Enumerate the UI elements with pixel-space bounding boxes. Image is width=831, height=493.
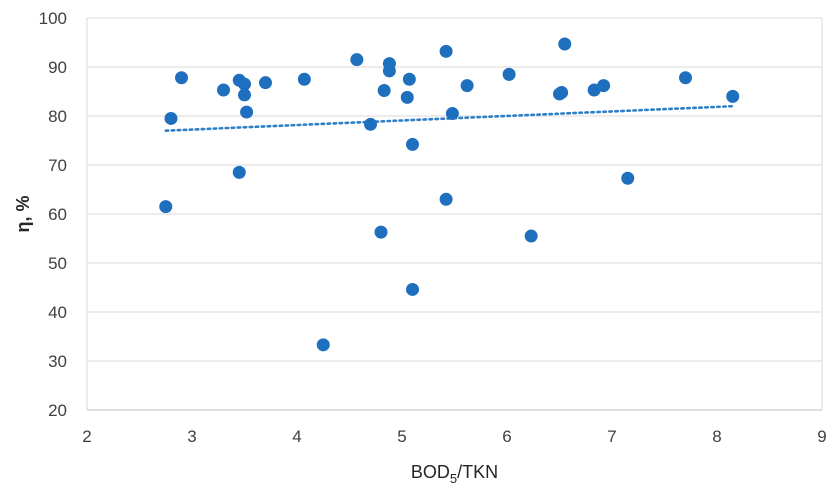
x-axis-title: BOD5/TKN (411, 462, 498, 486)
data-point-22 (439, 44, 453, 58)
x-tick-label-8: 8 (712, 427, 721, 446)
y-tick-label-40: 40 (48, 303, 67, 322)
plot-area: 2 3 4 5 6 7 8 9 20 30 40 50 60 70 80 90 100 (39, 9, 827, 446)
data-point-6 (238, 77, 251, 91)
y-tick-label-70: 70 (48, 156, 67, 175)
data-point-19 (402, 72, 416, 86)
data-point-8 (240, 105, 254, 119)
data-point-25 (460, 79, 474, 93)
data-point-13 (364, 117, 377, 131)
data-point-35 (726, 89, 740, 103)
data-point-21 (406, 282, 419, 296)
y-tick-label-60: 60 (48, 205, 67, 224)
data-point-0 (159, 200, 173, 214)
data-point-11 (316, 338, 330, 352)
y-axis-title: η, % (13, 195, 33, 232)
y-tick-label-90: 90 (48, 58, 67, 77)
data-point-17 (382, 64, 396, 78)
data-point-23 (439, 192, 453, 206)
y-tick-label-100: 100 (39, 9, 67, 28)
data-point-3 (217, 83, 230, 97)
x-tick-label-4: 4 (292, 427, 301, 446)
gridlines (86, 17, 823, 411)
x-axis-title-tail: /TKN (457, 462, 498, 482)
data-point-34 (679, 71, 692, 85)
data-points (159, 37, 740, 352)
data-point-30 (558, 37, 572, 51)
y-tick-label-30: 30 (48, 352, 67, 371)
x-tick-label-3: 3 (187, 427, 196, 446)
x-tick-label-2: 2 (82, 427, 91, 446)
data-point-27 (524, 229, 538, 243)
x-tick-label-5: 5 (397, 427, 406, 446)
x-tick-label-6: 6 (502, 427, 511, 446)
data-point-29 (555, 85, 569, 99)
data-point-24 (445, 107, 459, 121)
x-axis-title-subscript: 5 (450, 471, 457, 486)
data-point-10 (297, 72, 311, 86)
data-point-32 (597, 79, 611, 93)
data-point-9 (259, 76, 272, 90)
data-point-12 (350, 53, 364, 67)
data-point-20 (406, 137, 419, 151)
data-point-26 (502, 67, 516, 81)
y-tick-labels: 20 30 40 50 60 70 80 90 100 (39, 9, 67, 420)
data-point-7 (238, 88, 251, 102)
data-point-5 (232, 165, 246, 179)
y-tick-label-80: 80 (48, 107, 67, 126)
y-tick-label-20: 20 (48, 401, 67, 420)
x-axis-title-main: BOD (411, 462, 450, 482)
data-point-14 (374, 225, 388, 239)
x-tick-label-9: 9 (817, 427, 826, 446)
data-point-1 (164, 111, 178, 125)
data-point-15 (377, 84, 391, 98)
data-point-2 (175, 71, 188, 85)
y-tick-label-50: 50 (48, 254, 67, 273)
data-point-18 (400, 90, 414, 104)
x-tick-label-7: 7 (607, 427, 616, 446)
data-point-33 (621, 171, 635, 185)
x-tick-labels: 2 3 4 5 6 7 8 9 (82, 427, 826, 446)
